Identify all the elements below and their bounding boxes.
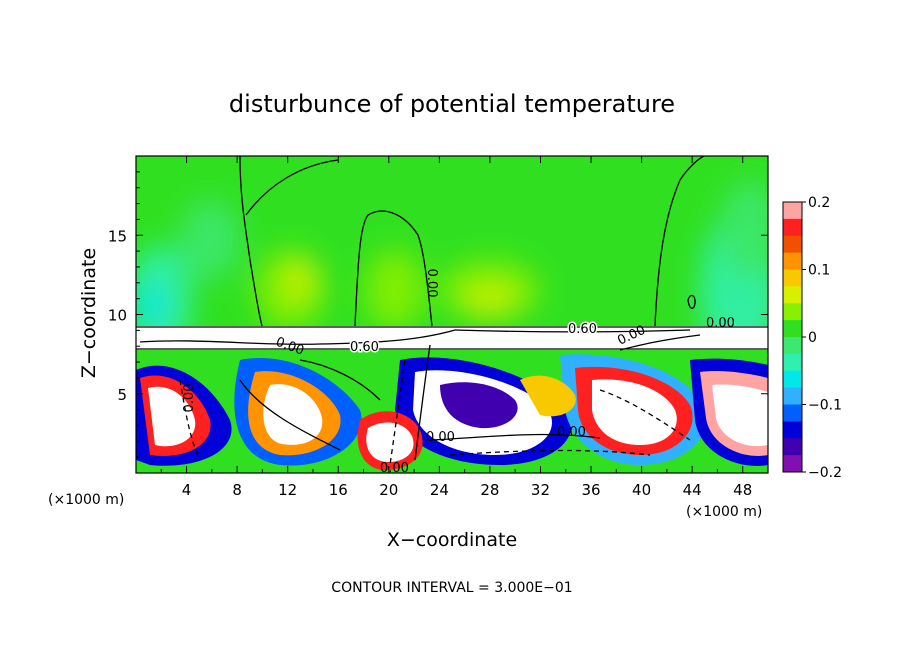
y-tick-label: 5 [117,386,127,404]
colorbar-swatch [783,455,802,473]
x-tick-label: 44 [683,481,702,499]
contour-lines [136,156,768,466]
colorbar [782,201,803,473]
x-unit-right: (×1000 m) [686,504,762,520]
colorbar-swatch [783,320,802,338]
x-tick-label: 40 [632,481,651,499]
colorbar-swatch [783,370,802,389]
x-tick-label: 24 [430,481,449,499]
contour-label: 0.00 [706,316,735,331]
y-axis: 5 10 15 [108,171,768,458]
y-axis-label: Z−coordinate [78,248,100,378]
x-tick-label: 12 [278,481,297,499]
x-unit-left: (×1000 m) [48,492,124,508]
x-axis: 4 8 12 16 20 24 28 32 36 40 44 48 [160,156,752,499]
colorbar-swatch [783,404,802,422]
colorbar-swatch [783,218,802,237]
colorbar-tick-label: −0.1 [808,398,842,414]
x-tick-label: 28 [480,481,499,499]
colorbar-swatch [783,269,802,287]
contour-label: 0.00 [557,425,586,440]
chart-title: disturbunce of potential temperature [229,90,675,118]
contour-label: 0.60 [568,322,597,337]
x-tick-label: 32 [531,481,550,499]
contour-interval-note: CONTOUR INTERVAL = 3.000E−01 [331,580,572,596]
colorbar-swatch [783,202,802,220]
colorbar-swatch [783,421,802,439]
colorbar-swatch [783,252,802,270]
colorbar-swatch [783,303,802,321]
colorbar-swatch [783,337,802,355]
colorbar-swatch [783,438,802,456]
x-tick-label: 20 [379,481,398,499]
x-tick-label: 4 [182,481,192,499]
contour-label: 0.00 [182,384,197,413]
stable-band [136,326,768,350]
contour-label: 0.60 [350,340,379,355]
colorbar-swatch [783,235,802,254]
x-tick-label: 36 [581,481,600,499]
colorbar-swatch [783,353,802,372]
colorbar-swatch [783,387,802,405]
colorbar-tick-label: 0.1 [808,263,830,279]
y-tick-label: 10 [108,307,127,325]
y-tick-label: 15 [108,227,127,245]
contour-label: 0.00 [380,461,409,476]
colorbar-tick-label: 0 [808,330,817,346]
colorbar-tick-label: 0.2 [808,195,830,211]
colorbar-tick-label: −0.2 [808,465,842,481]
plot-area: 0.60 0.60 0.00 0.00 0.00 0.00 0.00 0.00 … [136,156,768,476]
colorbar-swatch [783,286,802,304]
x-tick-label: 48 [733,481,752,499]
colorbar-labels: 0.2 0.1 0 −0.1 −0.2 [802,195,842,481]
x-tick-label: 16 [329,481,348,499]
contour-label: 0.00 [424,269,439,298]
x-axis-label: X−coordinate [387,529,517,551]
x-tick-label: 8 [232,481,242,499]
contour-label: 0.00 [426,430,455,445]
